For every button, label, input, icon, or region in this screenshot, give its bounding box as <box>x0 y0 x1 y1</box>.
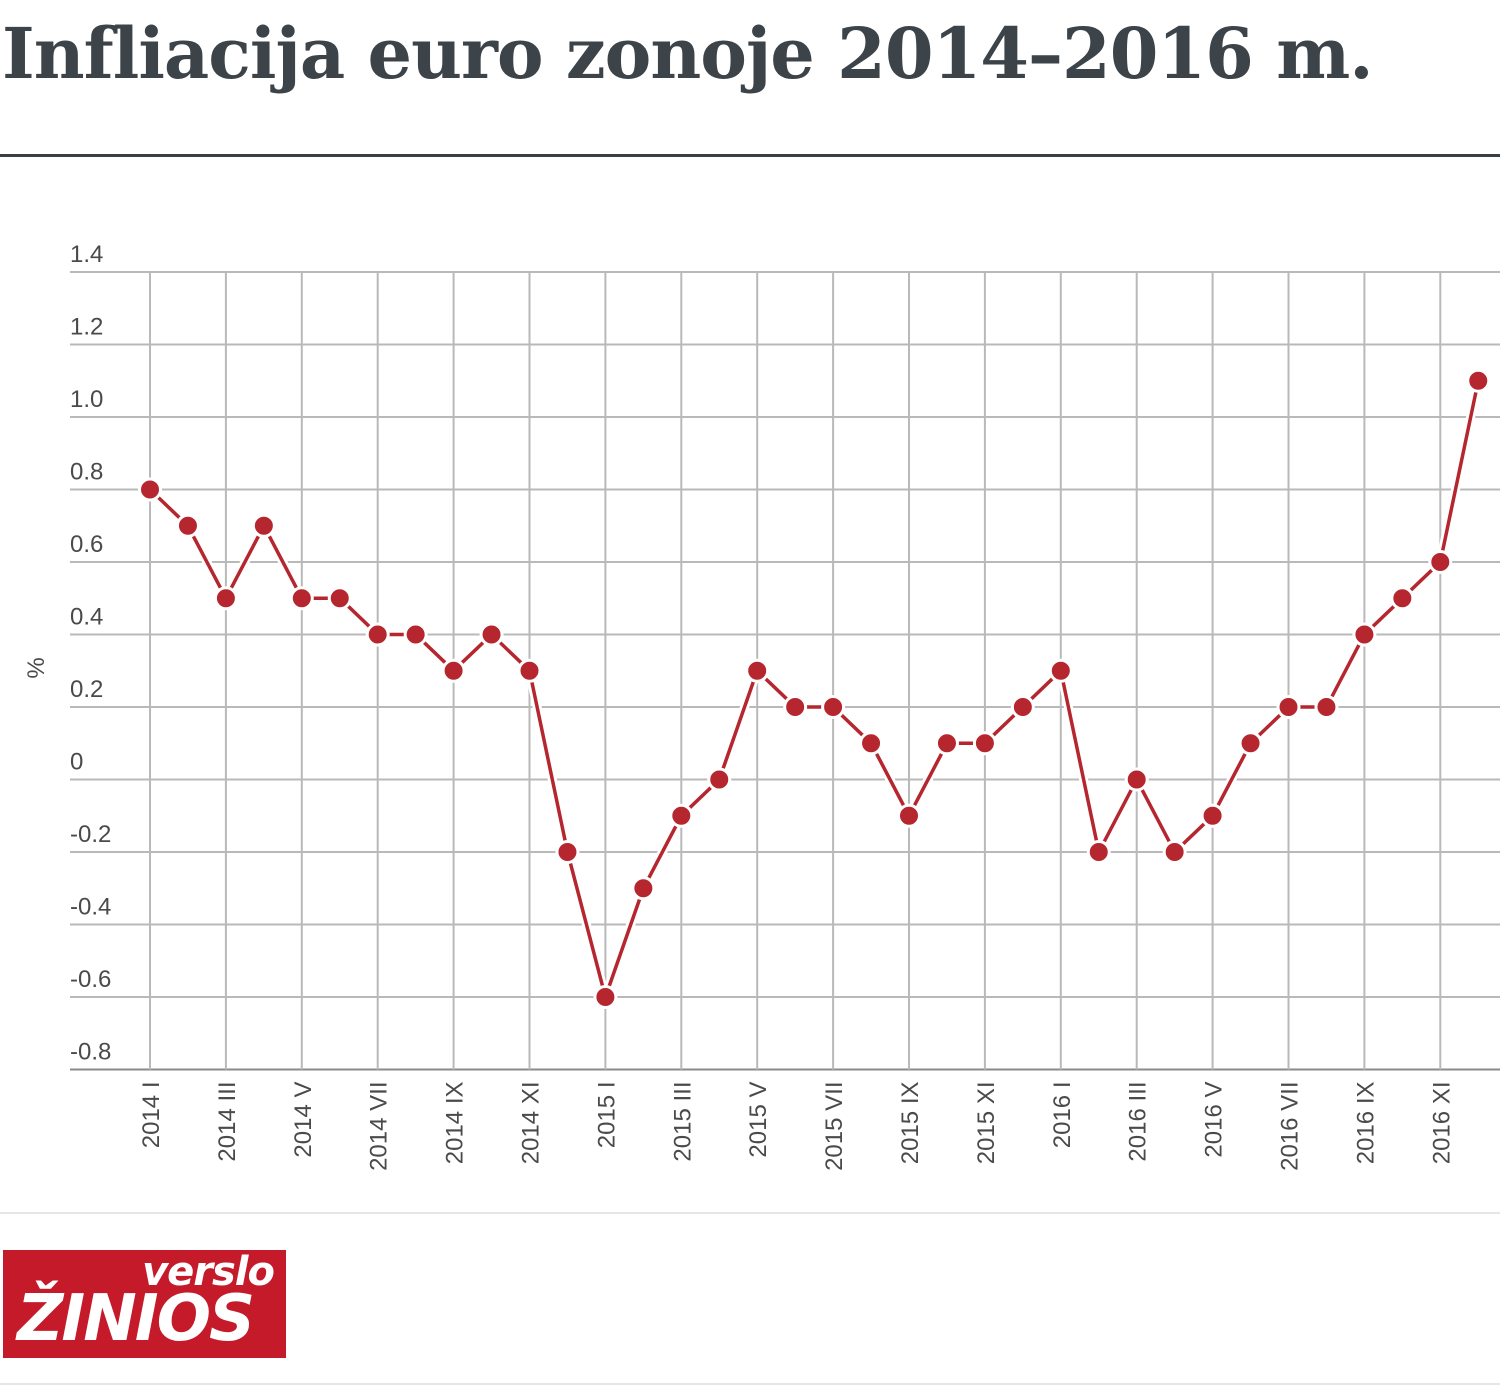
chart-grid <box>70 271 1500 1071</box>
x-tick-label: 2015 I <box>593 1082 620 1149</box>
data-point <box>213 586 238 611</box>
data-point <box>555 840 580 864</box>
data-point <box>327 586 352 611</box>
x-tick-label: 2015 XI <box>973 1082 1000 1165</box>
data-point <box>631 876 656 901</box>
data-point <box>1238 731 1263 756</box>
data-point <box>1352 622 1377 647</box>
data-point <box>1010 695 1035 719</box>
data-point <box>897 803 921 828</box>
data-point <box>707 767 732 792</box>
chart-series-line <box>145 376 1483 1002</box>
data-point <box>934 731 959 756</box>
page-title: Infliacija euro zonoje 2014–2016 m. <box>2 12 1374 95</box>
x-tick-label: 2016 V <box>1201 1082 1228 1158</box>
data-point <box>593 985 618 1009</box>
x-tick-label: 2014 V <box>290 1082 317 1158</box>
data-point <box>1200 803 1225 828</box>
data-point <box>175 513 200 538</box>
y-tick-label: 1.4 <box>70 241 103 268</box>
data-point <box>1276 695 1301 719</box>
data-point <box>745 658 770 683</box>
y-tick-label: 1.2 <box>70 314 103 341</box>
x-tick-label: 2015 III <box>669 1082 696 1162</box>
verslo-zinios-logo: verslo ŽINIOS <box>3 1250 286 1358</box>
data-point <box>479 622 504 647</box>
x-tick-label: 2014 III <box>214 1082 241 1162</box>
data-point <box>1314 695 1339 719</box>
logo-text-top: verslo <box>142 1250 275 1295</box>
inflation-line-chart: 1.4 1.2 1.0 0.8 0.6 0.4 0.2 0 -0.2 -0.4 -0.6 -0.8 20… <box>23 241 1500 1171</box>
x-tick-label: 2014 VII <box>366 1082 393 1171</box>
y-tick-label: 0.8 <box>70 459 103 486</box>
data-point <box>403 622 428 647</box>
title-divider <box>0 154 1500 157</box>
data-point <box>138 477 162 502</box>
data-point <box>365 622 390 647</box>
data-point <box>1086 840 1111 864</box>
y-tick-label: 0.2 <box>70 676 103 703</box>
data-point <box>251 513 276 538</box>
x-tick-label: 2016 XI <box>1428 1082 1455 1165</box>
data-point <box>1124 767 1149 792</box>
data-point <box>441 658 466 683</box>
chart-data-points <box>138 368 1491 1009</box>
y-tick-label: 1.0 <box>70 386 103 413</box>
x-tick-label: 2015 V <box>745 1082 772 1158</box>
series-line <box>148 378 1481 999</box>
bottom-divider <box>0 1383 1500 1385</box>
chart-axes: 1.4 1.2 1.0 0.8 0.6 0.4 0.2 0 -0.2 -0.4 -0.6 -0.8 20… <box>23 241 1455 1171</box>
y-axis-label: % <box>23 657 50 678</box>
footer-divider <box>0 1212 1500 1214</box>
y-tick-label: -0.2 <box>70 821 111 848</box>
x-tick-label: 2014 XI <box>518 1082 545 1165</box>
x-tick-label: 2014 IX <box>442 1082 469 1165</box>
x-tick-label: 2016 III <box>1125 1082 1152 1162</box>
y-tick-label: 0.4 <box>70 604 103 631</box>
x-tick-label: 2015 IX <box>897 1082 924 1165</box>
data-point <box>669 803 694 828</box>
logo-text-bottom: ŽINIOS <box>17 1282 255 1356</box>
data-point <box>972 731 997 756</box>
y-tick-label: -0.8 <box>70 1039 111 1066</box>
data-point <box>517 658 542 683</box>
x-tick-label: 2016 I <box>1049 1082 1076 1149</box>
data-point <box>1390 586 1415 611</box>
y-tick-label: -0.6 <box>70 966 111 993</box>
data-point <box>1428 550 1453 574</box>
data-point <box>783 695 808 719</box>
y-tick-label: 0 <box>70 749 83 776</box>
x-tick-label: 2015 VII <box>821 1082 848 1171</box>
data-point <box>1048 658 1073 683</box>
data-point <box>1466 368 1491 393</box>
y-tick-label: 0.6 <box>70 531 103 558</box>
y-tick-label: -0.4 <box>70 894 111 921</box>
data-point <box>821 695 846 719</box>
data-point <box>859 731 884 756</box>
x-tick-label: 2016 IX <box>1352 1082 1379 1165</box>
x-tick-label: 2016 VII <box>1277 1082 1304 1171</box>
series-line-halo <box>145 376 1483 1002</box>
data-point <box>1162 840 1187 864</box>
x-tick-label: 2014 I <box>138 1082 165 1149</box>
data-point <box>289 586 314 611</box>
